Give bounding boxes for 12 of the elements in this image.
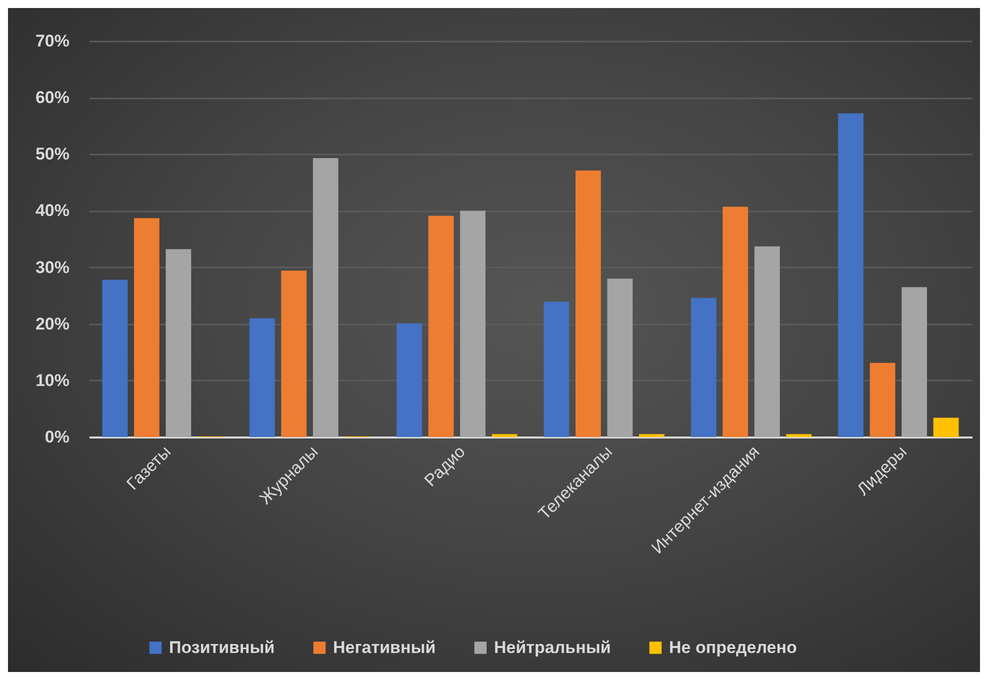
legend-label: Негативный bbox=[333, 638, 436, 657]
y-tick-label: 0% bbox=[44, 428, 70, 446]
legend-label: Не определено bbox=[669, 638, 797, 657]
y-tick-label: 50% bbox=[35, 144, 70, 164]
legend-label: Позитивный bbox=[169, 638, 275, 657]
y-tick-label: 10% bbox=[35, 370, 70, 390]
y-tick-label: 60% bbox=[35, 88, 70, 108]
y-tick-label: 70% bbox=[35, 32, 70, 50]
y-tick-label: 30% bbox=[35, 258, 70, 277]
y-tick-label: 40% bbox=[35, 201, 70, 220]
legend-label: Нейтральный bbox=[494, 638, 611, 657]
y-tick-label: 20% bbox=[35, 314, 70, 334]
